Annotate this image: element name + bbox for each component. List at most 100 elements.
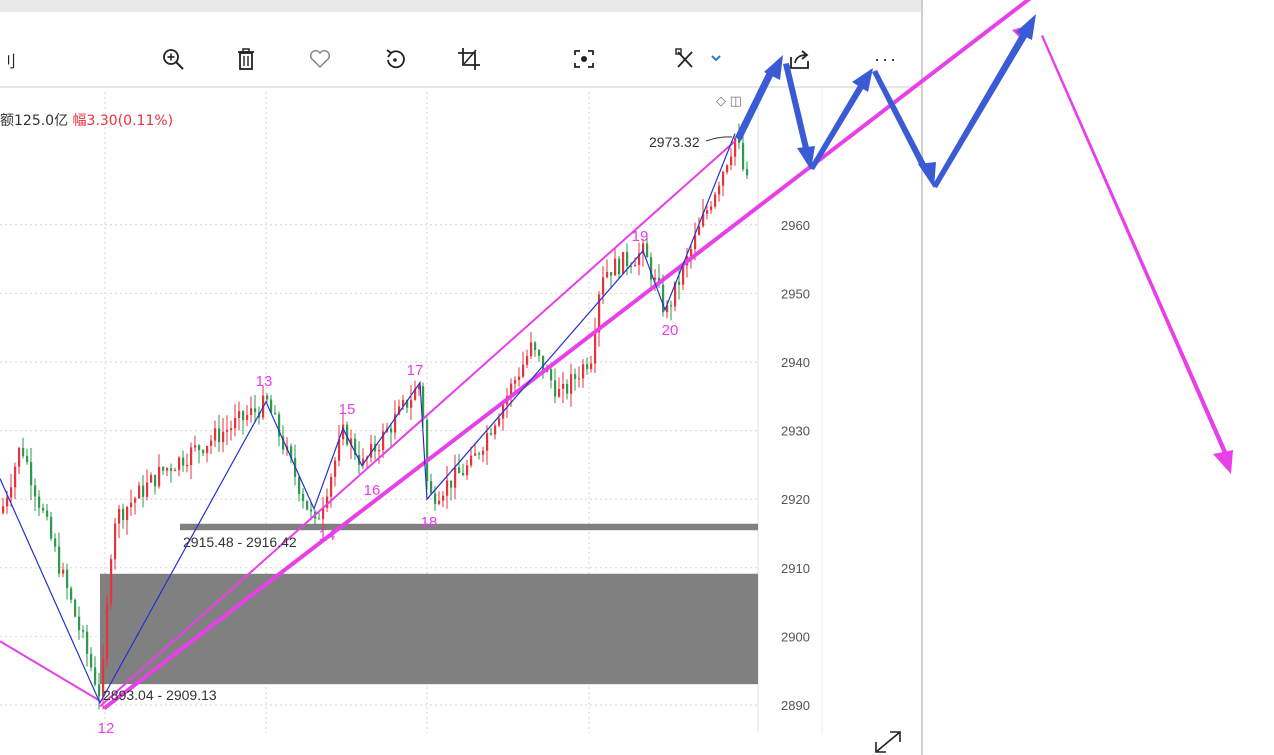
projection-arrow-up-2 [809,82,865,170]
candle-body [602,277,605,295]
candle-body [138,485,141,499]
candle-body [134,498,137,503]
projection-arrow-up-1 [735,70,774,141]
candle-body [702,213,705,227]
candle-body [530,342,533,357]
candle-body [382,431,385,450]
trash-icon[interactable] [229,40,263,78]
candle-body [34,485,37,497]
candle-body [98,684,101,697]
candle-body [450,480,453,488]
candle-body [726,165,729,173]
candle-body [214,428,217,441]
candle-body [2,506,5,513]
toolbar-left-label: 刂 [0,52,17,71]
y-tick-label: 2960 [781,218,810,233]
candle-body [466,465,469,476]
candle-body [650,257,653,280]
candle-body [146,482,149,497]
candle-body [594,332,597,364]
candle-body [390,428,393,433]
trend-channel-upper [99,140,736,708]
focus-icon[interactable] [567,40,601,78]
candle-body [218,428,221,443]
candle-body [642,243,645,254]
candle-body [426,419,429,482]
candle-body [370,444,373,458]
candle-body [338,439,341,461]
more-icon[interactable]: ··· [869,40,903,78]
wave-label: 16 [364,482,381,499]
candle-body [610,272,613,276]
candle-body [226,429,229,432]
y-tick-label: 2920 [781,492,810,507]
candle-body [518,376,521,381]
crop-icon[interactable] [452,40,486,78]
candle-body [46,510,49,517]
candle-body [486,433,489,451]
candle-body [130,502,133,507]
candle-body [346,424,349,445]
candle-body [150,474,153,483]
wave-label: 12 [98,720,115,737]
projection-down-line [1041,35,1229,458]
candle-body [270,399,273,413]
candle-body [470,455,473,466]
candle-body [310,509,313,512]
candle-body [210,440,213,447]
candle-body [110,559,113,604]
share-icon[interactable] [783,40,817,78]
candle-body [246,414,249,420]
zoom-in-icon[interactable] [156,40,190,78]
candle-body [434,493,437,504]
change-value: 3.30(0.11%) [86,113,174,129]
candle-body [378,449,381,452]
candle-body [162,466,165,471]
wave-label: 14 [319,527,336,544]
resize-icon[interactable] [875,731,901,753]
candle-body [510,383,513,396]
candle-body [462,473,465,476]
candle-body [578,378,581,380]
wave-label: 17 [407,362,424,379]
candle-body [178,457,181,471]
chart-corner-icons[interactable]: ◇ ◫ [716,93,742,108]
candle-body [710,206,713,211]
projection-arrow-down-1-head [797,146,815,170]
heart-icon[interactable] [303,40,337,78]
candle-body [730,156,733,166]
candle-body [154,474,157,487]
candle-body [714,194,717,207]
candle-body [682,265,685,285]
candle-body [302,494,305,501]
candle-body [362,458,365,465]
candle-body [590,363,593,370]
toolbar-divider [0,86,921,88]
candle-body [242,411,245,420]
candle-body [194,445,197,448]
candle-body [14,466,17,488]
candle-body [662,284,665,313]
candle-body [746,169,749,176]
candle-body [6,497,9,507]
change-label: 幅 [72,113,87,129]
candle-body [482,450,485,455]
trend-line-left [0,640,101,702]
candle-body [174,470,177,472]
candle-body [114,523,117,560]
candle-body [54,538,57,547]
candle-body [78,616,81,631]
y-tick-label: 2950 [781,286,810,301]
candle-body [622,252,625,275]
candle-body [646,243,649,258]
candle-body [534,342,537,350]
rotate-icon[interactable] [378,40,412,78]
candle-body [182,457,185,466]
draw-icon[interactable] [668,40,726,78]
projection-arrow-up-1-head [764,55,783,80]
amount-text: 额125.0亿 [0,113,69,129]
candle-body [490,433,493,435]
candle-body [94,667,97,685]
zone-upper-annotation: 2915.48 - 2916.42 [183,534,297,550]
